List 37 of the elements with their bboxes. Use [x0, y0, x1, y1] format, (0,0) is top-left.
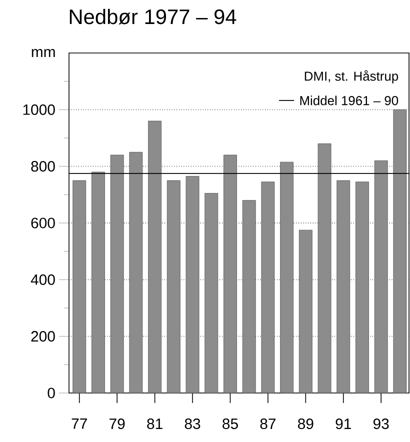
bar [204, 193, 218, 394]
y-tick-label: 800 [31, 161, 55, 172]
bar [148, 120, 162, 394]
x-tick-label: 83 [184, 418, 200, 430]
y-tick-label: 0 [48, 388, 55, 398]
x-tick-label: 85 [222, 418, 238, 430]
y-tick-label: 600 [31, 218, 55, 228]
bar [280, 162, 294, 394]
x-tick-label: 77 [72, 418, 87, 429]
bar [298, 230, 312, 394]
x-tick-label: 89 [298, 418, 314, 430]
x-tick-label: 81 [147, 418, 162, 430]
bar [318, 143, 332, 394]
x-tick-label: 79 [110, 418, 125, 430]
bar [393, 109, 407, 394]
bar [129, 152, 143, 394]
bar [356, 182, 369, 394]
bar [224, 154, 237, 394]
x-tick-label: 87 [260, 418, 276, 430]
bar [72, 180, 86, 394]
bar [374, 160, 388, 394]
bar [261, 182, 275, 394]
x-tick-label: 91 [336, 418, 351, 430]
x-tick-label: 93 [373, 418, 389, 430]
y-tick-label: 1000 [23, 104, 55, 115]
y-tick-label: 200 [31, 331, 55, 342]
annotation: DMI, st. Håstrup [304, 70, 398, 84]
bar [186, 176, 200, 394]
bar [242, 200, 256, 394]
legend-label: Middel 1961 – 90 [300, 96, 398, 106]
bar [92, 172, 105, 394]
y-tick-label: 400 [30, 274, 55, 285]
bar [110, 154, 124, 394]
bar [336, 180, 350, 394]
y-axis-title: mm [32, 48, 55, 58]
bar [166, 180, 180, 394]
chart-title: Nedbør 1977 – 94 [70, 8, 236, 24]
